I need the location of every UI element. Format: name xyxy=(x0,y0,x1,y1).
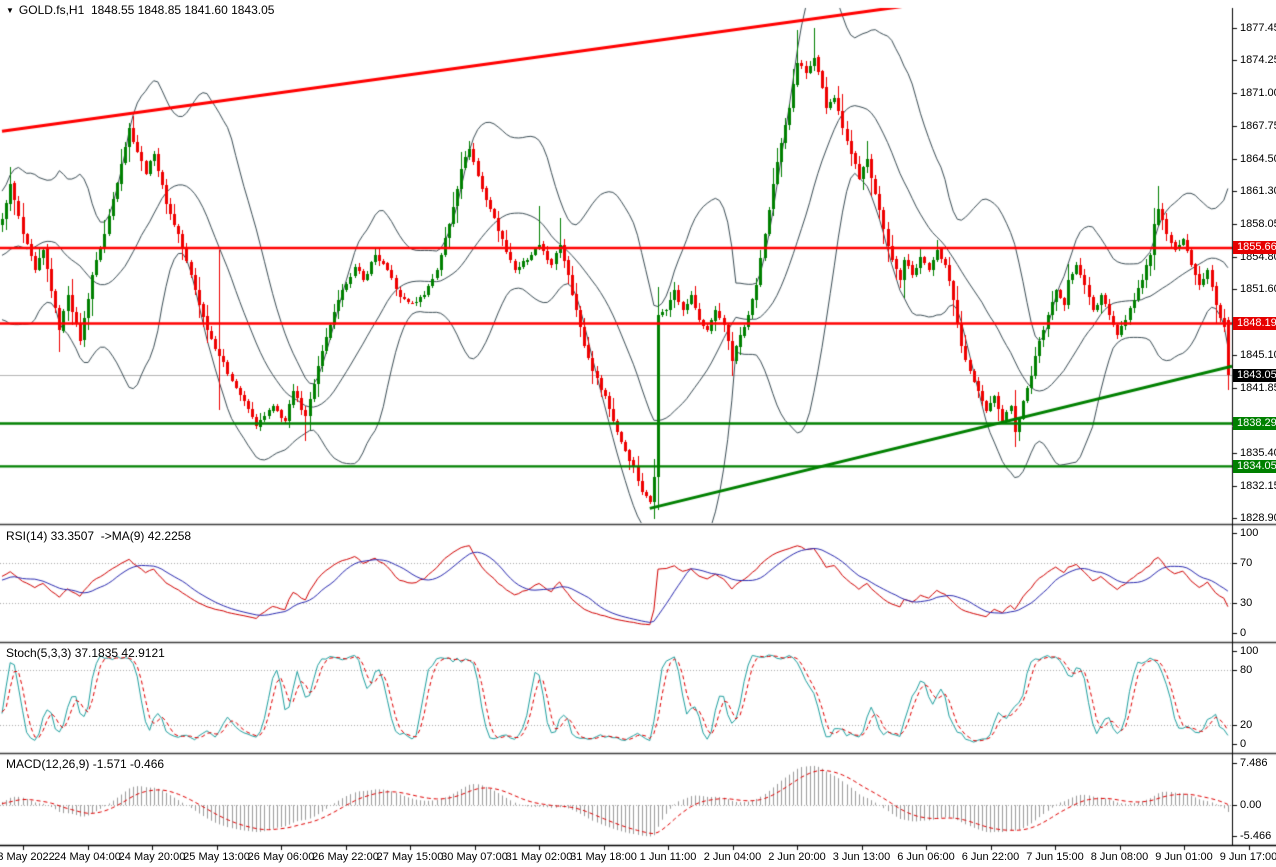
stoch-indicator-label: Stoch(5,3,3) 37.1835 42.9121 xyxy=(6,646,165,660)
chart-title: ▼ GOLD.fs,H1 1848.55 1848.85 1841.60 1843… xyxy=(6,3,274,17)
symbol-timeframe-label: GOLD.fs,H1 xyxy=(18,3,85,17)
rsi-indicator-label: RSI(14) 33.3507 ->MA(9) 42.2258 xyxy=(6,529,192,543)
ohlc-values: 1848.55 1848.85 1841.60 1843.05 xyxy=(90,3,275,17)
macd-indicator-label: MACD(12,26,9) -1.571 -0.466 xyxy=(6,757,165,771)
symbol-dropdown-icon[interactable]: ▼ xyxy=(6,6,14,15)
